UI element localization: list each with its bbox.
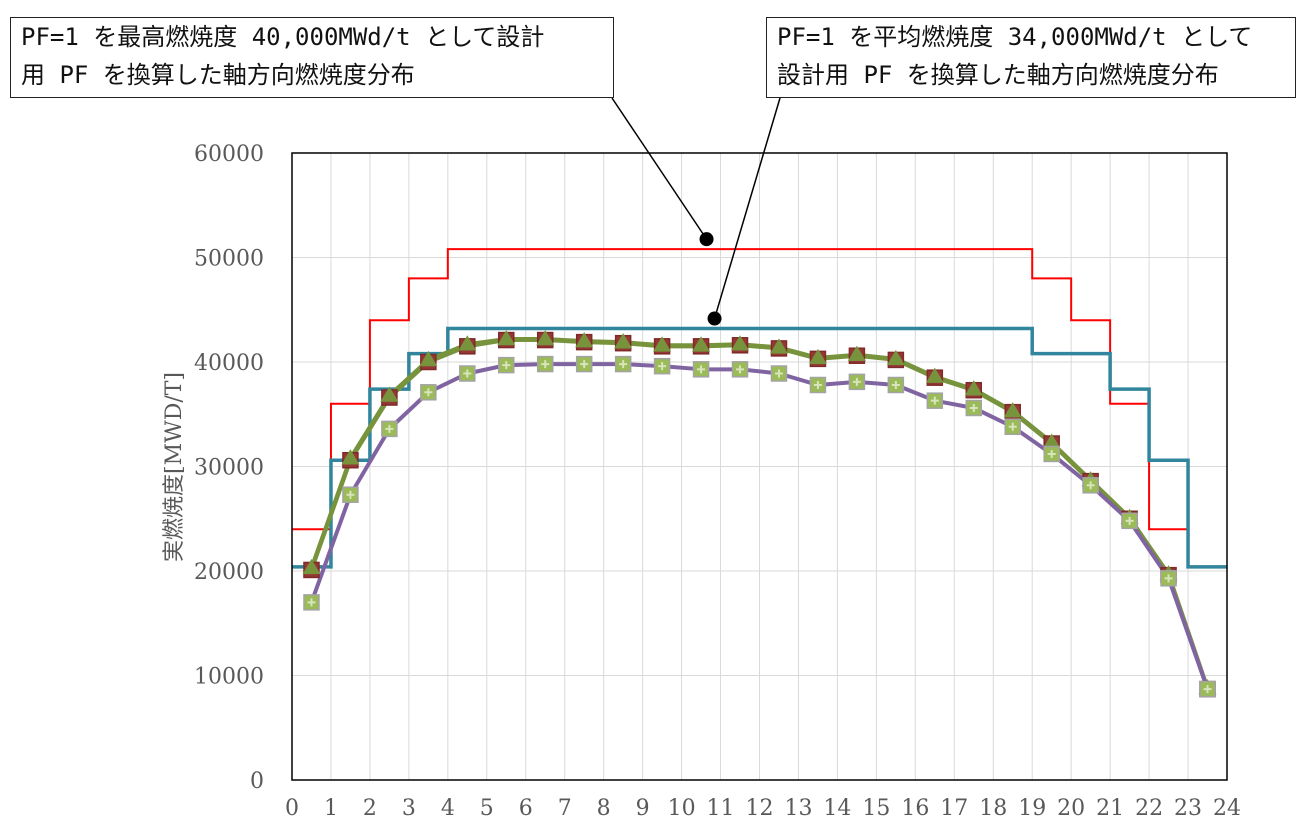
leader-dot-left bbox=[699, 232, 714, 247]
x-tick-label: 13 bbox=[784, 796, 812, 821]
x-tick-label: 22 bbox=[1135, 796, 1163, 821]
x-tick-label: 7 bbox=[558, 796, 572, 821]
x-tick-label: 14 bbox=[823, 796, 851, 821]
data-point-triangle bbox=[1042, 433, 1061, 449]
data-point-cross bbox=[1203, 685, 1212, 694]
x-tick-label: 21 bbox=[1096, 796, 1124, 821]
data-point-triangle bbox=[458, 335, 477, 351]
data-point-cross bbox=[852, 377, 861, 386]
data-point-cross bbox=[346, 490, 355, 499]
data-point-cross bbox=[541, 360, 550, 369]
x-tick-label: 9 bbox=[636, 796, 650, 821]
x-tick-label: 4 bbox=[441, 796, 455, 821]
data-point-cross bbox=[307, 598, 316, 607]
data-point-triangle bbox=[1003, 402, 1022, 418]
x-tick-label: 3 bbox=[402, 796, 416, 821]
data-point-triangle bbox=[614, 333, 633, 349]
y-tick-label: 20000 bbox=[194, 560, 264, 585]
x-tick-label: 8 bbox=[597, 796, 611, 821]
y-tick-label: 50000 bbox=[194, 247, 264, 272]
x-tick-label: 11 bbox=[707, 796, 735, 821]
data-point-cross bbox=[385, 424, 394, 433]
data-point-cross bbox=[580, 360, 589, 369]
data-point-triangle bbox=[692, 336, 711, 352]
data-point-cross bbox=[424, 388, 433, 397]
y-tick-label: 10000 bbox=[194, 665, 264, 690]
annotation-right-line1: PF=1 を平均燃焼度 34,000MWd/t として bbox=[777, 23, 1253, 51]
data-point-cross bbox=[502, 361, 511, 370]
x-tick-label: 1 bbox=[324, 796, 338, 821]
annotation-left-line2: 用 PF を換算した軸方向燃焼度分布 bbox=[21, 61, 415, 89]
data-point-triangle bbox=[419, 350, 438, 367]
data-point-cross bbox=[1125, 516, 1134, 525]
x-tick-label: 0 bbox=[285, 796, 299, 821]
data-point-triangle bbox=[847, 345, 866, 361]
data-point-cross bbox=[658, 362, 667, 371]
x-tick-label: 17 bbox=[940, 796, 968, 821]
x-tick-label: 5 bbox=[480, 796, 494, 821]
data-point-triangle bbox=[653, 336, 672, 352]
data-point-triangle bbox=[769, 338, 788, 354]
data-point-triangle bbox=[925, 367, 944, 383]
y-tick-label: 40000 bbox=[194, 351, 264, 376]
y-tick-label: 0 bbox=[250, 769, 264, 794]
leader-dot-right bbox=[707, 311, 722, 326]
annotation-left-line1: PF=1 を最高燃焼度 40,000MWd/t として設計 bbox=[21, 23, 545, 51]
data-point-cross bbox=[1164, 574, 1173, 583]
data-point-cross bbox=[1047, 449, 1056, 458]
x-tick-label: 2 bbox=[363, 796, 377, 821]
data-point-cross bbox=[463, 369, 472, 378]
data-point-triangle bbox=[575, 332, 594, 348]
data-point-triangle bbox=[536, 330, 555, 346]
leader-line-right bbox=[713, 97, 781, 319]
annotation-right-line2: 設計用 PF を換算した軸方向燃焼度分布 bbox=[777, 61, 1219, 89]
y-tick-label: 30000 bbox=[194, 456, 264, 481]
data-point-cross bbox=[1008, 422, 1017, 431]
annotation-leaders bbox=[611, 97, 781, 326]
data-point-cross bbox=[813, 380, 822, 389]
data-point-triangle bbox=[380, 386, 399, 402]
x-tick-label: 23 bbox=[1174, 796, 1202, 821]
data-point-triangle bbox=[302, 558, 321, 575]
x-tick-label: 16 bbox=[901, 796, 929, 821]
x-tick-label: 20 bbox=[1057, 796, 1085, 821]
x-tick-label: 24 bbox=[1213, 796, 1241, 821]
y-axis-label: 実燃焼度[MWD/T] bbox=[162, 372, 187, 562]
x-tick-label: 18 bbox=[979, 796, 1007, 821]
x-tick-label: 19 bbox=[1018, 796, 1046, 821]
data-point-triangle bbox=[341, 449, 360, 465]
x-tick-label: 10 bbox=[668, 796, 696, 821]
x-tick-label: 15 bbox=[862, 796, 890, 821]
step-series-line bbox=[292, 326, 1227, 569]
y-tick-label: 60000 bbox=[194, 142, 264, 167]
data-point-cross bbox=[969, 403, 978, 412]
data-point-triangle bbox=[497, 330, 516, 346]
line-series-group bbox=[302, 330, 1217, 698]
data-point-triangle bbox=[808, 348, 827, 365]
step-series-group bbox=[292, 248, 1227, 569]
leader-line-left bbox=[611, 97, 708, 240]
data-point-triangle bbox=[731, 335, 750, 351]
tick-labels: 0 1 2 3 4 5 6 7 8 9 10 11 12 13 14 15 16 17 18 19 20 21 22 23 24… bbox=[194, 142, 1241, 821]
annotation-left: PF=1 を最高燃焼度 40,000MWd/t として設計 用 PF を換算した… bbox=[10, 17, 614, 98]
step-series-line bbox=[292, 248, 1189, 531]
x-tick-label: 12 bbox=[746, 796, 774, 821]
data-point-cross bbox=[1086, 481, 1095, 490]
data-point-triangle bbox=[886, 349, 905, 366]
x-tick-label: 6 bbox=[519, 796, 533, 821]
gridlines bbox=[291, 152, 1228, 781]
data-point-cross bbox=[697, 365, 706, 374]
data-point-cross bbox=[619, 360, 628, 369]
data-point-cross bbox=[891, 380, 900, 389]
data-point-cross bbox=[930, 396, 939, 405]
plot-area-border bbox=[291, 152, 1228, 781]
data-point-cross bbox=[774, 369, 783, 378]
data-point-triangle bbox=[964, 380, 983, 396]
data-point-cross bbox=[736, 365, 745, 374]
annotation-right: PF=1 を平均燃焼度 34,000MWd/t として 設計用 PF を換算した… bbox=[766, 17, 1296, 98]
